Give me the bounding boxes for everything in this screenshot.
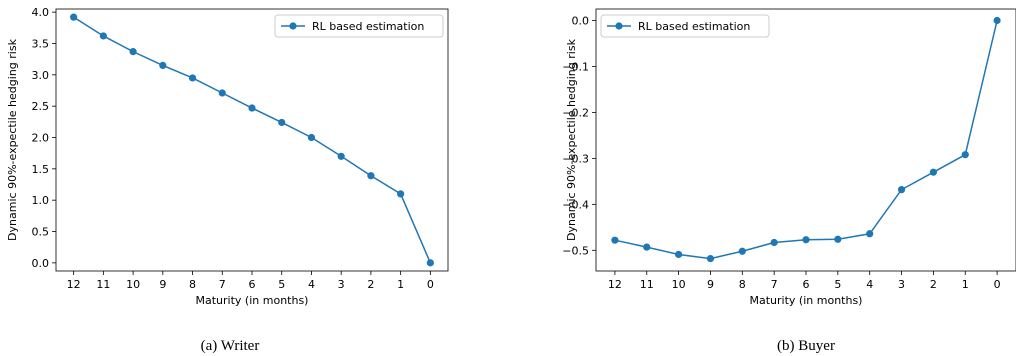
data-point [367, 172, 375, 180]
panel-caption: (b) Buyer [777, 338, 835, 354]
data-point [929, 168, 938, 176]
series-line [73, 16, 432, 264]
x-tick-label: 10 [672, 278, 686, 291]
x-tick-label: 5 [834, 278, 841, 291]
x-tick-label: 9 [159, 278, 166, 291]
x-tick-label: 8 [739, 278, 746, 291]
data-point [897, 186, 906, 194]
y-tick-label: 4.0 [32, 6, 50, 19]
y-tick-label: 1.5 [32, 163, 50, 176]
data-point [961, 151, 969, 159]
x-tick-label: 7 [219, 278, 226, 291]
data-point [426, 259, 434, 267]
data-point [770, 238, 778, 247]
x-tick-label: 0 [994, 278, 1001, 291]
data-point [397, 190, 405, 198]
data-point [643, 243, 651, 251]
x-tick-label: 10 [126, 278, 140, 291]
x-tick-label: 6 [249, 278, 256, 291]
y-tick-label: −0.2 [562, 106, 589, 119]
y-tick-label: 0.5 [32, 226, 50, 239]
panel-caption: (a) Writer [201, 338, 260, 354]
data-point [307, 133, 316, 142]
y-tick-label: −0.3 [562, 152, 589, 165]
chart-panel-1: 12 11 10 9 8 7 6 5 4 3 2 1 00.0−0.1−0.2−0.3−0.4−0.5M… [562, 8, 1016, 354]
data-point [866, 230, 874, 238]
data-point [129, 48, 137, 56]
y-tick-label: 3.5 [32, 37, 50, 50]
x-tick-label: 4 [308, 278, 315, 291]
data-point [159, 61, 167, 70]
x-axis-label: Maturity (in months) [750, 294, 863, 307]
data-point [706, 254, 715, 263]
legend: RL based estimation [600, 14, 770, 38]
data-point [802, 236, 810, 244]
data-point [248, 104, 256, 112]
axes-frame [55, 8, 449, 272]
legend-label: RL based estimation [638, 20, 750, 33]
y-tick-label: 2.0 [32, 131, 50, 144]
data-point [278, 118, 286, 127]
data-point [70, 13, 78, 21]
data-point [738, 247, 746, 255]
x-tick-label: 11 [640, 278, 654, 291]
x-axis-label: Maturity (in months) [196, 294, 309, 307]
legend-box [274, 14, 444, 38]
legend-box [600, 14, 770, 38]
y-tick-label: 3.0 [32, 69, 50, 82]
data-point [337, 152, 345, 160]
x-tick-label: 1 [962, 278, 969, 291]
x-tick-label: 0 [427, 278, 434, 291]
data-point [611, 236, 619, 244]
series-line [614, 20, 998, 260]
x-tick-label: 12 [67, 278, 81, 291]
y-tick-label: 0.0 [32, 257, 50, 270]
x-tick-label: 12 [608, 278, 622, 291]
x-tick-label: 5 [278, 278, 285, 291]
y-tick-label: −0.1 [562, 60, 589, 73]
legend-marker [615, 22, 623, 30]
y-tick-label: −0.4 [562, 198, 589, 211]
x-tick-label: 6 [803, 278, 810, 291]
x-tick-label: 3 [338, 278, 345, 291]
legend-label: RL based estimation [312, 20, 424, 33]
y-tick-label: 2.5 [32, 100, 50, 113]
y-tick-label: 1.0 [32, 194, 50, 207]
y-tick-label: −0.5 [562, 244, 589, 257]
data-point [675, 250, 683, 259]
data-point [993, 16, 1001, 25]
y-axis-label: Dynamic 90%-expectile hedging risk [565, 38, 578, 241]
x-tick-label: 4 [866, 278, 873, 291]
x-tick-label: 3 [898, 278, 905, 291]
legend: RL based estimation [274, 14, 444, 38]
y-tick-label: 0.0 [572, 14, 590, 27]
x-tick-label: 7 [771, 278, 778, 291]
chart-panel-0: 12 11 10 9 8 7 6 5 4 3 2 1 00.00.51.01.52.02.53.03.5… [6, 6, 449, 354]
x-tick-label: 11 [96, 278, 110, 291]
x-tick-label: 8 [189, 278, 196, 291]
x-tick-label: 2 [930, 278, 937, 291]
data-point [218, 89, 226, 97]
x-tick-label: 1 [397, 278, 404, 291]
y-axis-label: Dynamic 90%-expectile hedging risk [6, 38, 19, 241]
data-point [188, 74, 197, 82]
data-point [834, 235, 842, 243]
x-tick-label: 2 [367, 278, 374, 291]
x-tick-label: 9 [707, 278, 714, 291]
axes-frame [595, 8, 1016, 272]
legend-marker [289, 22, 297, 30]
data-point [99, 32, 107, 40]
